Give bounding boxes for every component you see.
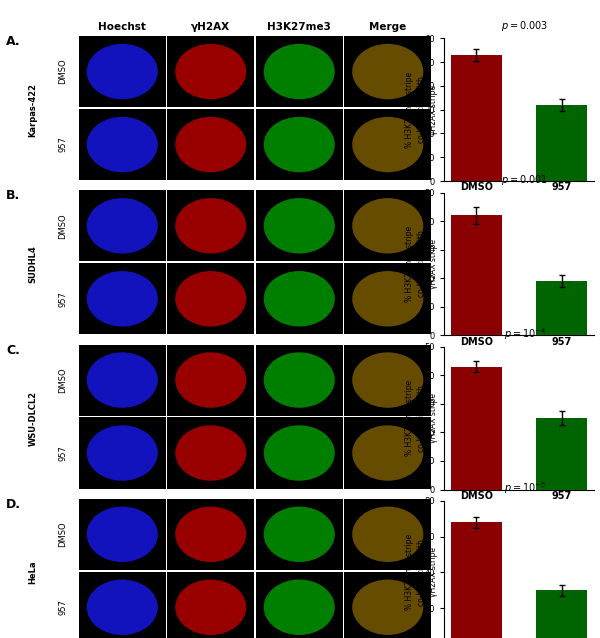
Ellipse shape (87, 117, 158, 172)
Bar (451, 523, 502, 638)
Ellipse shape (352, 44, 423, 100)
Ellipse shape (264, 271, 335, 327)
Ellipse shape (264, 198, 335, 253)
Ellipse shape (352, 271, 423, 327)
Ellipse shape (264, 117, 335, 172)
Ellipse shape (352, 117, 423, 172)
Text: $p = 0.003$: $p = 0.003$ (502, 19, 548, 33)
Ellipse shape (87, 198, 158, 253)
Ellipse shape (264, 579, 335, 635)
Ellipse shape (87, 271, 158, 327)
Bar (536, 418, 587, 489)
Bar (451, 55, 502, 181)
Text: Hoechst: Hoechst (98, 22, 146, 33)
Ellipse shape (352, 198, 423, 253)
Bar (536, 105, 587, 181)
Ellipse shape (87, 352, 158, 408)
Text: 957: 957 (59, 137, 67, 152)
Ellipse shape (264, 352, 335, 408)
Text: Merge: Merge (369, 22, 406, 33)
Text: DMSO: DMSO (59, 213, 67, 239)
Y-axis label: % H3K27me3 stripe
co-localizing with
γH2AX stripe: % H3K27me3 stripe co-localizing with γH2… (405, 71, 438, 148)
Text: C.: C. (6, 344, 20, 357)
Text: $p = 10^{-4}$: $p = 10^{-4}$ (504, 326, 546, 342)
Bar (451, 216, 502, 336)
Text: WSU-DLCL2: WSU-DLCL2 (29, 390, 37, 446)
Text: $p = 0.001$: $p = 0.001$ (502, 174, 548, 188)
Text: D.: D. (6, 498, 21, 511)
Ellipse shape (87, 426, 158, 480)
Text: 957: 957 (59, 291, 67, 307)
Ellipse shape (175, 198, 246, 253)
Ellipse shape (352, 579, 423, 635)
Text: 957: 957 (59, 599, 67, 615)
Text: DMSO: DMSO (59, 521, 67, 547)
Text: Karpas-422: Karpas-422 (29, 83, 37, 137)
Ellipse shape (175, 507, 246, 562)
Y-axis label: % H3K27me3 stripe
co-localizing with
γH2AX stripe: % H3K27me3 stripe co-localizing with γH2… (405, 226, 438, 302)
Text: H3K27me3: H3K27me3 (268, 22, 331, 33)
Text: $p = 10^{-5}$: $p = 10^{-5}$ (504, 480, 546, 496)
Text: A.: A. (6, 35, 20, 48)
Bar (451, 367, 502, 489)
Y-axis label: % H3K27me3 stripe
co-localizing with
γH2AX stripe: % H3K27me3 stripe co-localizing with γH2… (405, 534, 438, 611)
Ellipse shape (175, 426, 246, 480)
Ellipse shape (264, 426, 335, 480)
Ellipse shape (352, 426, 423, 480)
Ellipse shape (175, 44, 246, 100)
Bar (536, 281, 587, 336)
Ellipse shape (87, 507, 158, 562)
Text: 957: 957 (59, 445, 67, 461)
Ellipse shape (175, 579, 246, 635)
Y-axis label: % H3K27me3 stripe
co-localizing with
γH2AX stripe: % H3K27me3 stripe co-localizing with γH2… (405, 380, 438, 456)
Text: DMSO: DMSO (59, 59, 67, 84)
Ellipse shape (264, 507, 335, 562)
Ellipse shape (175, 352, 246, 408)
Text: SUDHL4: SUDHL4 (29, 245, 37, 283)
Ellipse shape (175, 117, 246, 172)
Text: γH2AX: γH2AX (191, 22, 230, 33)
Text: DMSO: DMSO (59, 367, 67, 393)
Text: B.: B. (6, 189, 20, 202)
Ellipse shape (352, 507, 423, 562)
Bar (536, 590, 587, 638)
Ellipse shape (352, 352, 423, 408)
Ellipse shape (87, 579, 158, 635)
Ellipse shape (87, 44, 158, 100)
Ellipse shape (264, 44, 335, 100)
Ellipse shape (175, 271, 246, 327)
Text: HeLa: HeLa (29, 561, 37, 584)
